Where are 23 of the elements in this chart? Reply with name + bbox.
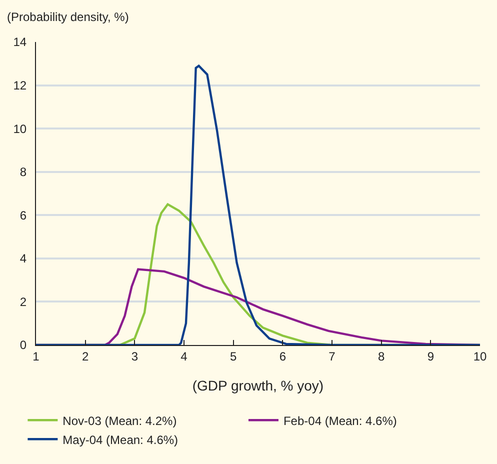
legend-label: Feb-04 (Mean: 4.6%) [283, 414, 397, 428]
y-tick-label: 4 [20, 252, 27, 266]
x-tick-label: 2 [82, 349, 89, 364]
y-tick-label: 2 [20, 294, 27, 309]
x-tick-label: 3 [131, 349, 138, 364]
x-tick-label: 1 [32, 349, 40, 364]
x-tick-label: 6 [279, 349, 286, 364]
x-tick-label: 4 [180, 349, 188, 364]
legend-label: May-04 (Mean: 4.6%) [62, 432, 178, 447]
y-tick-label: 12 [13, 78, 27, 92]
x-tick-label: 9 [427, 349, 434, 364]
x-tick-label: 5 [230, 349, 237, 364]
x-tick-label: 10 [473, 349, 487, 364]
x-tick-label: 8 [378, 349, 385, 364]
y-tick-label: 14 [13, 35, 27, 50]
legend-label: Nov-03 (Mean: 4.2%) [62, 414, 177, 428]
y-tick-label: 6 [20, 208, 27, 222]
y-axis-title: (Probability density, %) [7, 10, 129, 24]
y-tick-label: 10 [13, 122, 27, 136]
x-axis-title: (GDP growth, % yoy) [192, 378, 324, 394]
y-tick-label: 0 [20, 338, 27, 352]
y-tick-label: 8 [20, 165, 27, 180]
x-tick-label: 7 [328, 349, 336, 364]
